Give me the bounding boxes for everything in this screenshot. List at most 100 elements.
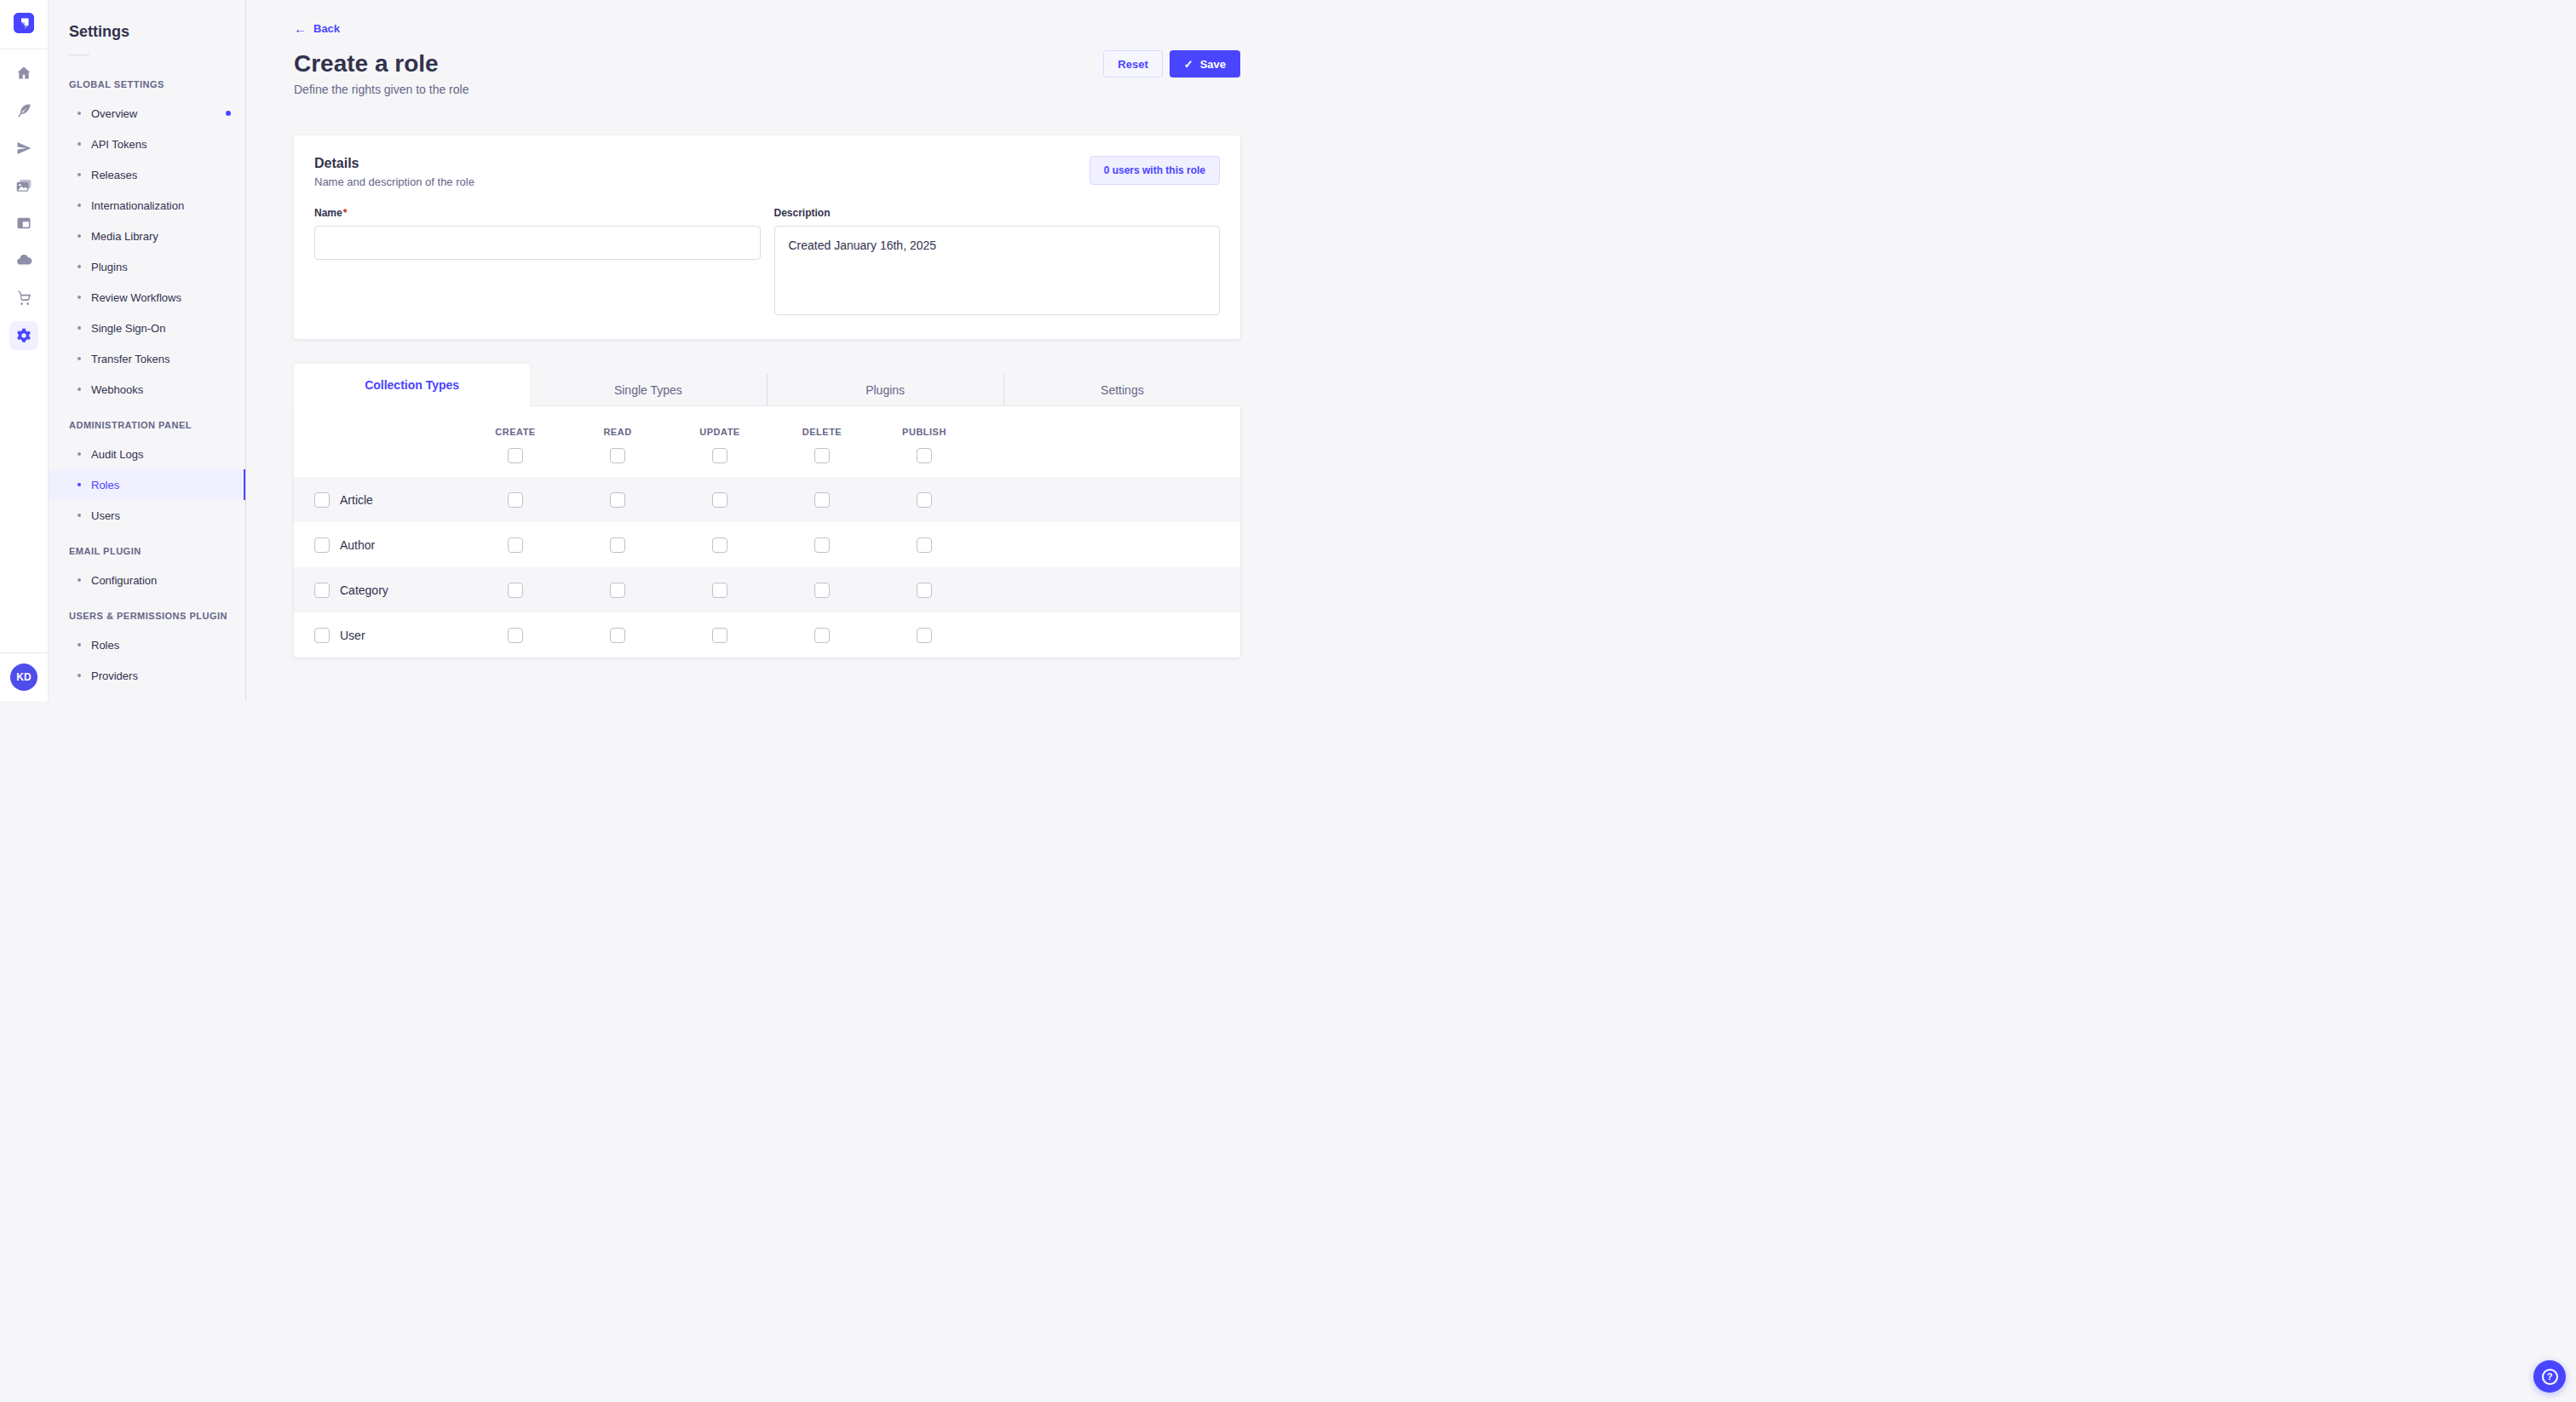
category-create-checkbox[interactable] <box>508 583 523 598</box>
sidebar-item-api-tokens[interactable]: API Tokens <box>49 129 245 159</box>
name-input[interactable] <box>314 226 761 260</box>
strapi-logo[interactable] <box>14 13 34 33</box>
reset-button[interactable]: Reset <box>1103 50 1162 78</box>
layout-icon[interactable] <box>0 204 48 242</box>
category-read-checkbox[interactable] <box>610 583 625 598</box>
article-update-checkbox[interactable] <box>712 492 727 508</box>
select-all-read-checkbox[interactable] <box>610 448 625 463</box>
save-button[interactable]: ✓ Save <box>1170 50 1240 78</box>
sidebar-item-media-library[interactable]: Media Library <box>49 221 245 251</box>
author-create-checkbox[interactable] <box>508 537 523 553</box>
section-heading-global-settings: GLOBAL SETTINGS <box>69 79 245 89</box>
bullet-icon <box>78 204 81 207</box>
back-link[interactable]: ← Back <box>294 22 340 35</box>
column-header-create: CREATE <box>495 427 535 437</box>
section-heading-administration-panel: ADMINISTRATION PANEL <box>69 420 245 430</box>
row-label: Category <box>340 583 388 597</box>
table-row-user: User <box>294 612 1240 658</box>
permissions-table: CREATE READ UPDATE DELETE PUBLISH <box>294 406 1240 658</box>
bullet-icon <box>78 483 81 486</box>
article-create-checkbox[interactable] <box>508 492 523 508</box>
user-update-checkbox[interactable] <box>712 628 727 643</box>
required-asterisk: * <box>343 207 348 219</box>
bullet-icon <box>78 326 81 330</box>
article-read-checkbox[interactable] <box>610 492 625 508</box>
column-header-publish: PUBLISH <box>902 427 946 437</box>
home-icon[interactable] <box>0 55 48 92</box>
user-read-checkbox[interactable] <box>610 628 625 643</box>
main-nav-rail: KD <box>0 0 49 701</box>
select-all-publish-checkbox[interactable] <box>917 448 932 463</box>
user-row-checkbox[interactable] <box>314 628 330 643</box>
column-header-read: READ <box>603 427 631 437</box>
back-arrow-icon: ← <box>294 22 307 35</box>
permissions-card: Collection Types Single Types Plugins Se… <box>294 364 1240 658</box>
cloud-icon[interactable] <box>0 242 48 279</box>
media-pictures-icon[interactable] <box>0 167 48 204</box>
sidebar-item-single-sign-on[interactable]: Single Sign-On <box>49 313 245 343</box>
user-create-checkbox[interactable] <box>508 628 523 643</box>
author-delete-checkbox[interactable] <box>814 537 830 553</box>
bullet-icon <box>78 388 81 391</box>
sidebar-item-providers[interactable]: Providers <box>49 660 245 691</box>
table-row-category: Category <box>294 567 1240 612</box>
category-publish-checkbox[interactable] <box>917 583 932 598</box>
bullet-icon <box>78 112 81 115</box>
sidebar-item-releases[interactable]: Releases <box>49 159 245 190</box>
author-row-checkbox[interactable] <box>314 537 330 553</box>
permissions-tabs: Collection Types Single Types Plugins Se… <box>294 364 1240 406</box>
gear-icon <box>9 321 38 350</box>
paper-plane-icon[interactable] <box>0 129 48 167</box>
tab-collection-types[interactable]: Collection Types <box>294 364 530 406</box>
sidebar-item-audit-logs[interactable]: Audit Logs <box>49 439 245 469</box>
article-row-checkbox[interactable] <box>314 492 330 508</box>
sidebar-item-transfer-tokens[interactable]: Transfer Tokens <box>49 343 245 374</box>
select-all-update-checkbox[interactable] <box>712 448 727 463</box>
users-with-role-badge[interactable]: 0 users with this role <box>1090 156 1220 185</box>
category-update-checkbox[interactable] <box>712 583 727 598</box>
sidebar-item-review-workflows[interactable]: Review Workflows <box>49 282 245 313</box>
select-all-delete-checkbox[interactable] <box>814 448 830 463</box>
sidebar-item-overview[interactable]: Overview <box>49 98 245 129</box>
subnav-title: Settings <box>69 23 245 41</box>
row-label: User <box>340 629 365 642</box>
sidebar-item-internationalization[interactable]: Internationalization <box>49 190 245 221</box>
author-publish-checkbox[interactable] <box>917 537 932 553</box>
bullet-icon <box>78 452 81 456</box>
check-icon: ✓ <box>1184 58 1193 71</box>
sidebar-item-up-roles[interactable]: Roles <box>49 629 245 660</box>
table-row-author: Author <box>294 522 1240 567</box>
row-label: Author <box>340 538 375 552</box>
sidebar-item-users[interactable]: Users <box>49 500 245 531</box>
sidebar-item-webhooks[interactable]: Webhooks <box>49 374 245 405</box>
author-update-checkbox[interactable] <box>712 537 727 553</box>
bullet-icon <box>78 643 81 646</box>
tab-settings[interactable]: Settings <box>1003 374 1240 406</box>
select-all-create-checkbox[interactable] <box>508 448 523 463</box>
category-delete-checkbox[interactable] <box>814 583 830 598</box>
tab-single-types[interactable]: Single Types <box>530 374 766 406</box>
tab-plugins[interactable]: Plugins <box>767 374 1003 406</box>
article-publish-checkbox[interactable] <box>917 492 932 508</box>
column-header-update: UPDATE <box>699 427 739 437</box>
user-avatar[interactable]: KD <box>10 664 37 691</box>
sidebar-item-configuration[interactable]: Configuration <box>49 565 245 595</box>
user-publish-checkbox[interactable] <box>917 628 932 643</box>
settings-rail-item[interactable] <box>0 317 48 354</box>
rail-divider <box>0 652 48 653</box>
description-label: Description <box>774 207 1221 219</box>
description-textarea[interactable]: Created January 16th, 2025 <box>774 226 1221 315</box>
user-delete-checkbox[interactable] <box>814 628 830 643</box>
name-label: Name* <box>314 207 761 219</box>
cart-icon[interactable] <box>0 279 48 317</box>
feather-icon[interactable] <box>0 92 48 129</box>
main-content: ← Back Create a role Define the rights g… <box>246 0 1288 701</box>
sidebar-item-roles[interactable]: Roles <box>49 469 245 500</box>
author-read-checkbox[interactable] <box>610 537 625 553</box>
category-row-checkbox[interactable] <box>314 583 330 598</box>
sidebar-item-plugins[interactable]: Plugins <box>49 251 245 282</box>
bullet-icon <box>78 142 81 146</box>
bullet-icon <box>78 357 81 360</box>
notification-dot-icon <box>226 111 231 116</box>
article-delete-checkbox[interactable] <box>814 492 830 508</box>
